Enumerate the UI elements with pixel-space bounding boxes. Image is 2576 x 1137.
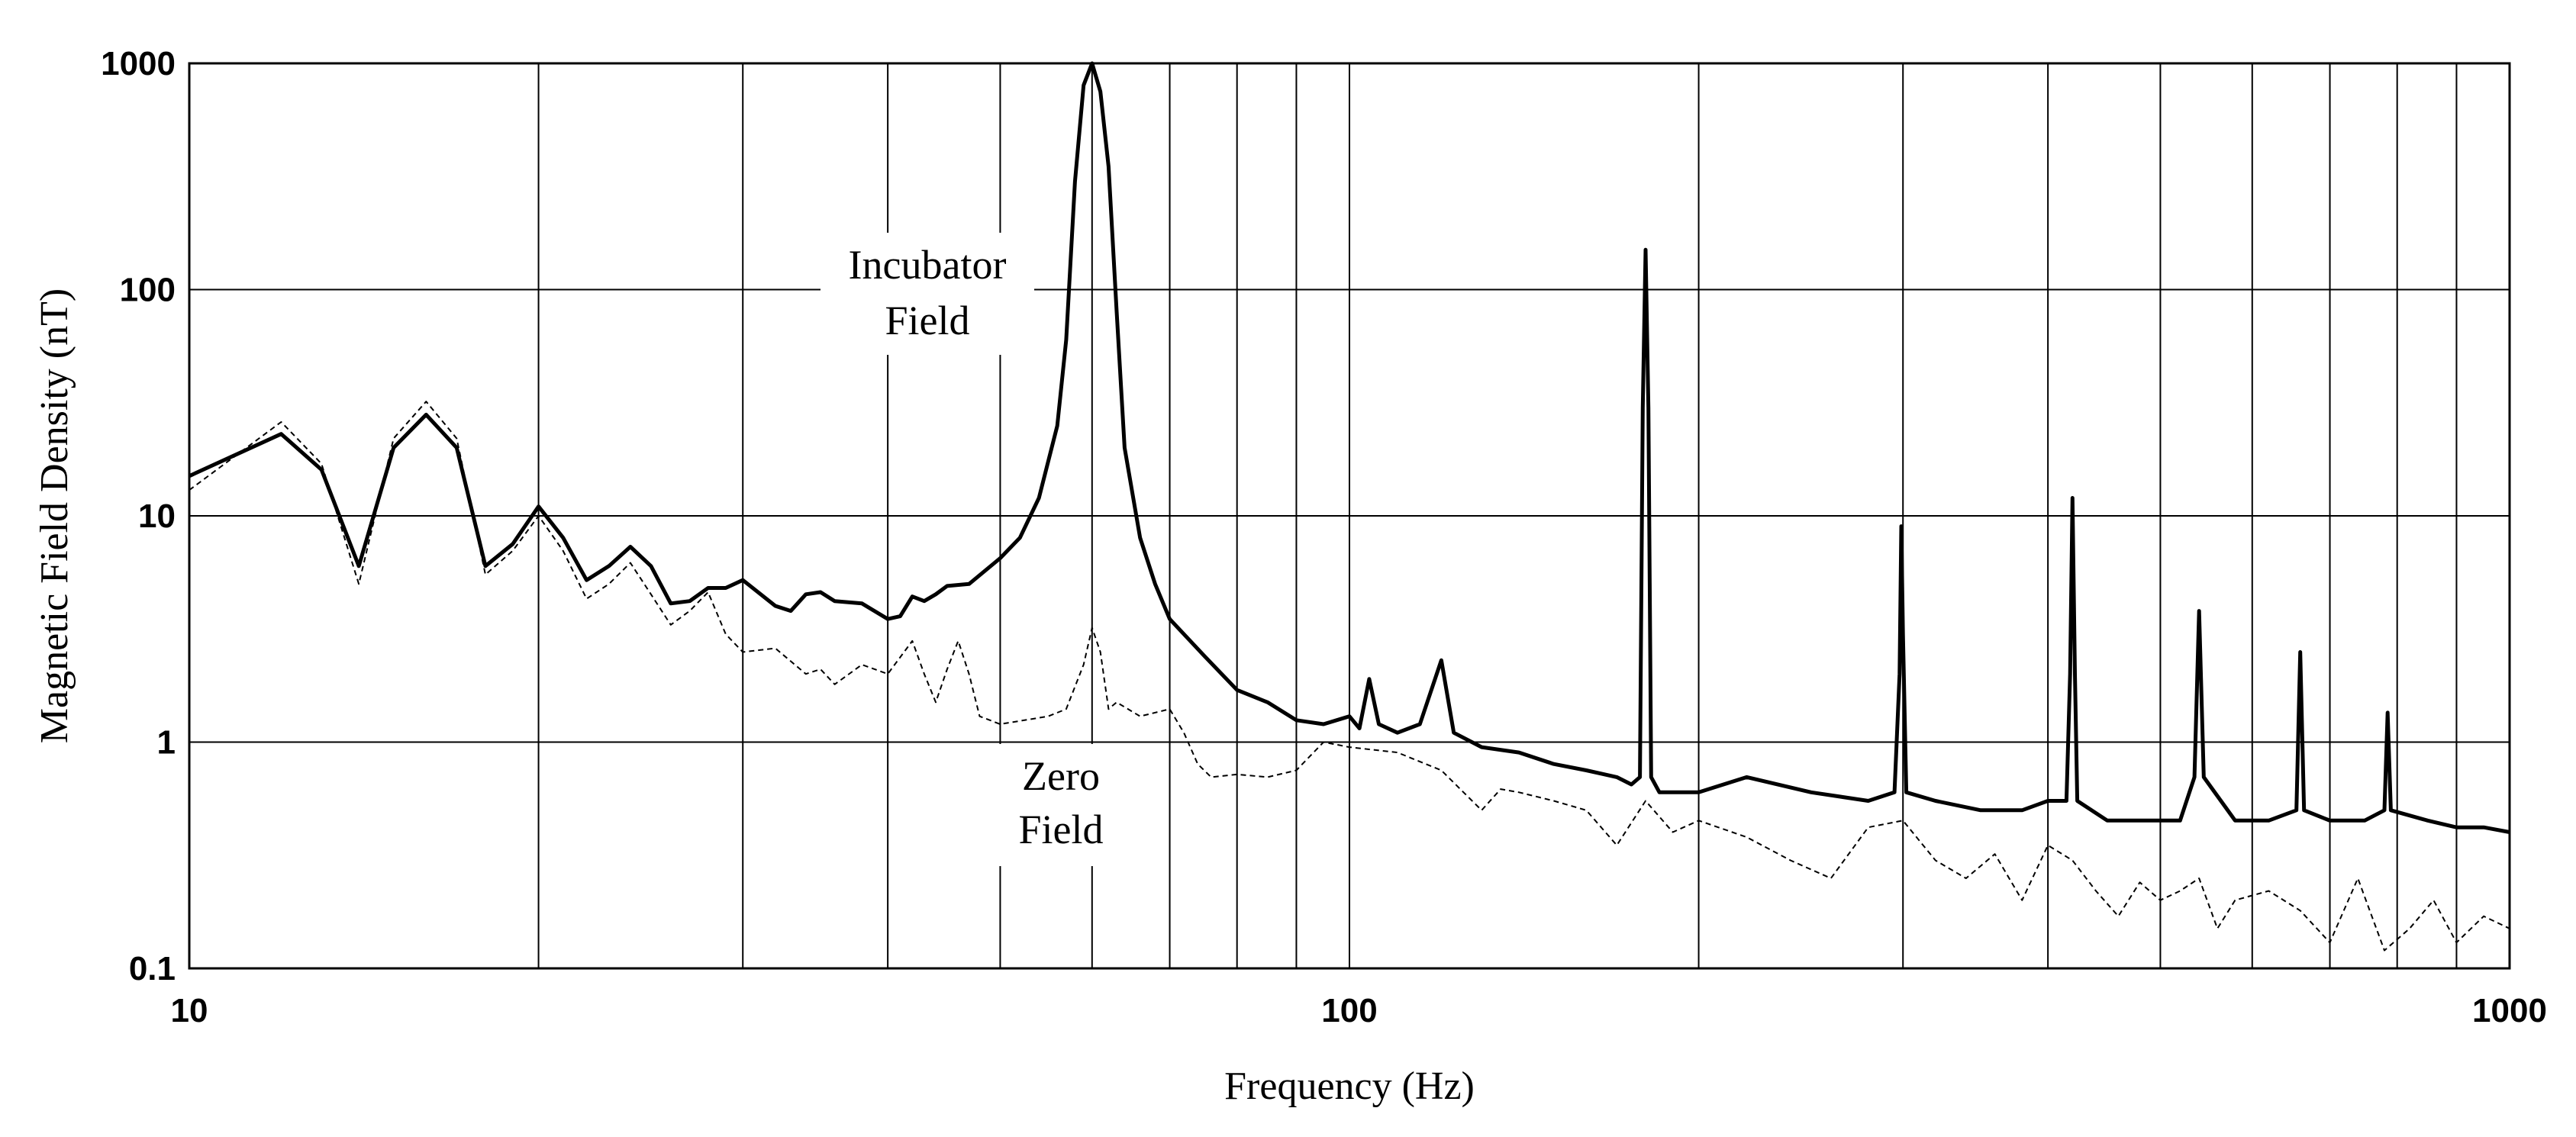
annotation-incubator-field: Incubator Field <box>821 233 1034 355</box>
y-axis-title: Magnetic Field Density (nT) <box>33 288 76 743</box>
tick-labels: 0.1 1 10 100 1000 10 100 1000 <box>101 45 2547 1029</box>
series-layer <box>188 61 2510 952</box>
y-tick-label-3: 100 <box>120 272 176 309</box>
plot-frame <box>188 62 2511 970</box>
y-tick-label-1: 1 <box>157 724 176 762</box>
annotation-zero-field: Zero Field <box>992 744 1130 866</box>
x-tick-label-1: 100 <box>1321 992 1377 1029</box>
x-tick-label-0: 10 <box>171 992 208 1029</box>
annotation-zero-line2: Field <box>1018 807 1103 852</box>
annotation-zero-line1: Zero <box>1022 753 1100 799</box>
grid-lines <box>189 63 2510 969</box>
y-tick-label-2: 10 <box>138 498 176 535</box>
annotation-incubator-line1: Incubator <box>849 242 1007 288</box>
annotation-incubator-line2: Field <box>885 298 969 343</box>
x-axis-title: Frequency (Hz) <box>1224 1065 1475 1108</box>
y-tick-label-0: 0.1 <box>129 950 176 987</box>
y-tick-label-4: 1000 <box>101 45 176 82</box>
series-line-zero-field <box>189 401 2510 952</box>
x-tick-label-2: 1000 <box>2472 992 2547 1029</box>
series-line-incubator-field <box>188 61 2510 834</box>
